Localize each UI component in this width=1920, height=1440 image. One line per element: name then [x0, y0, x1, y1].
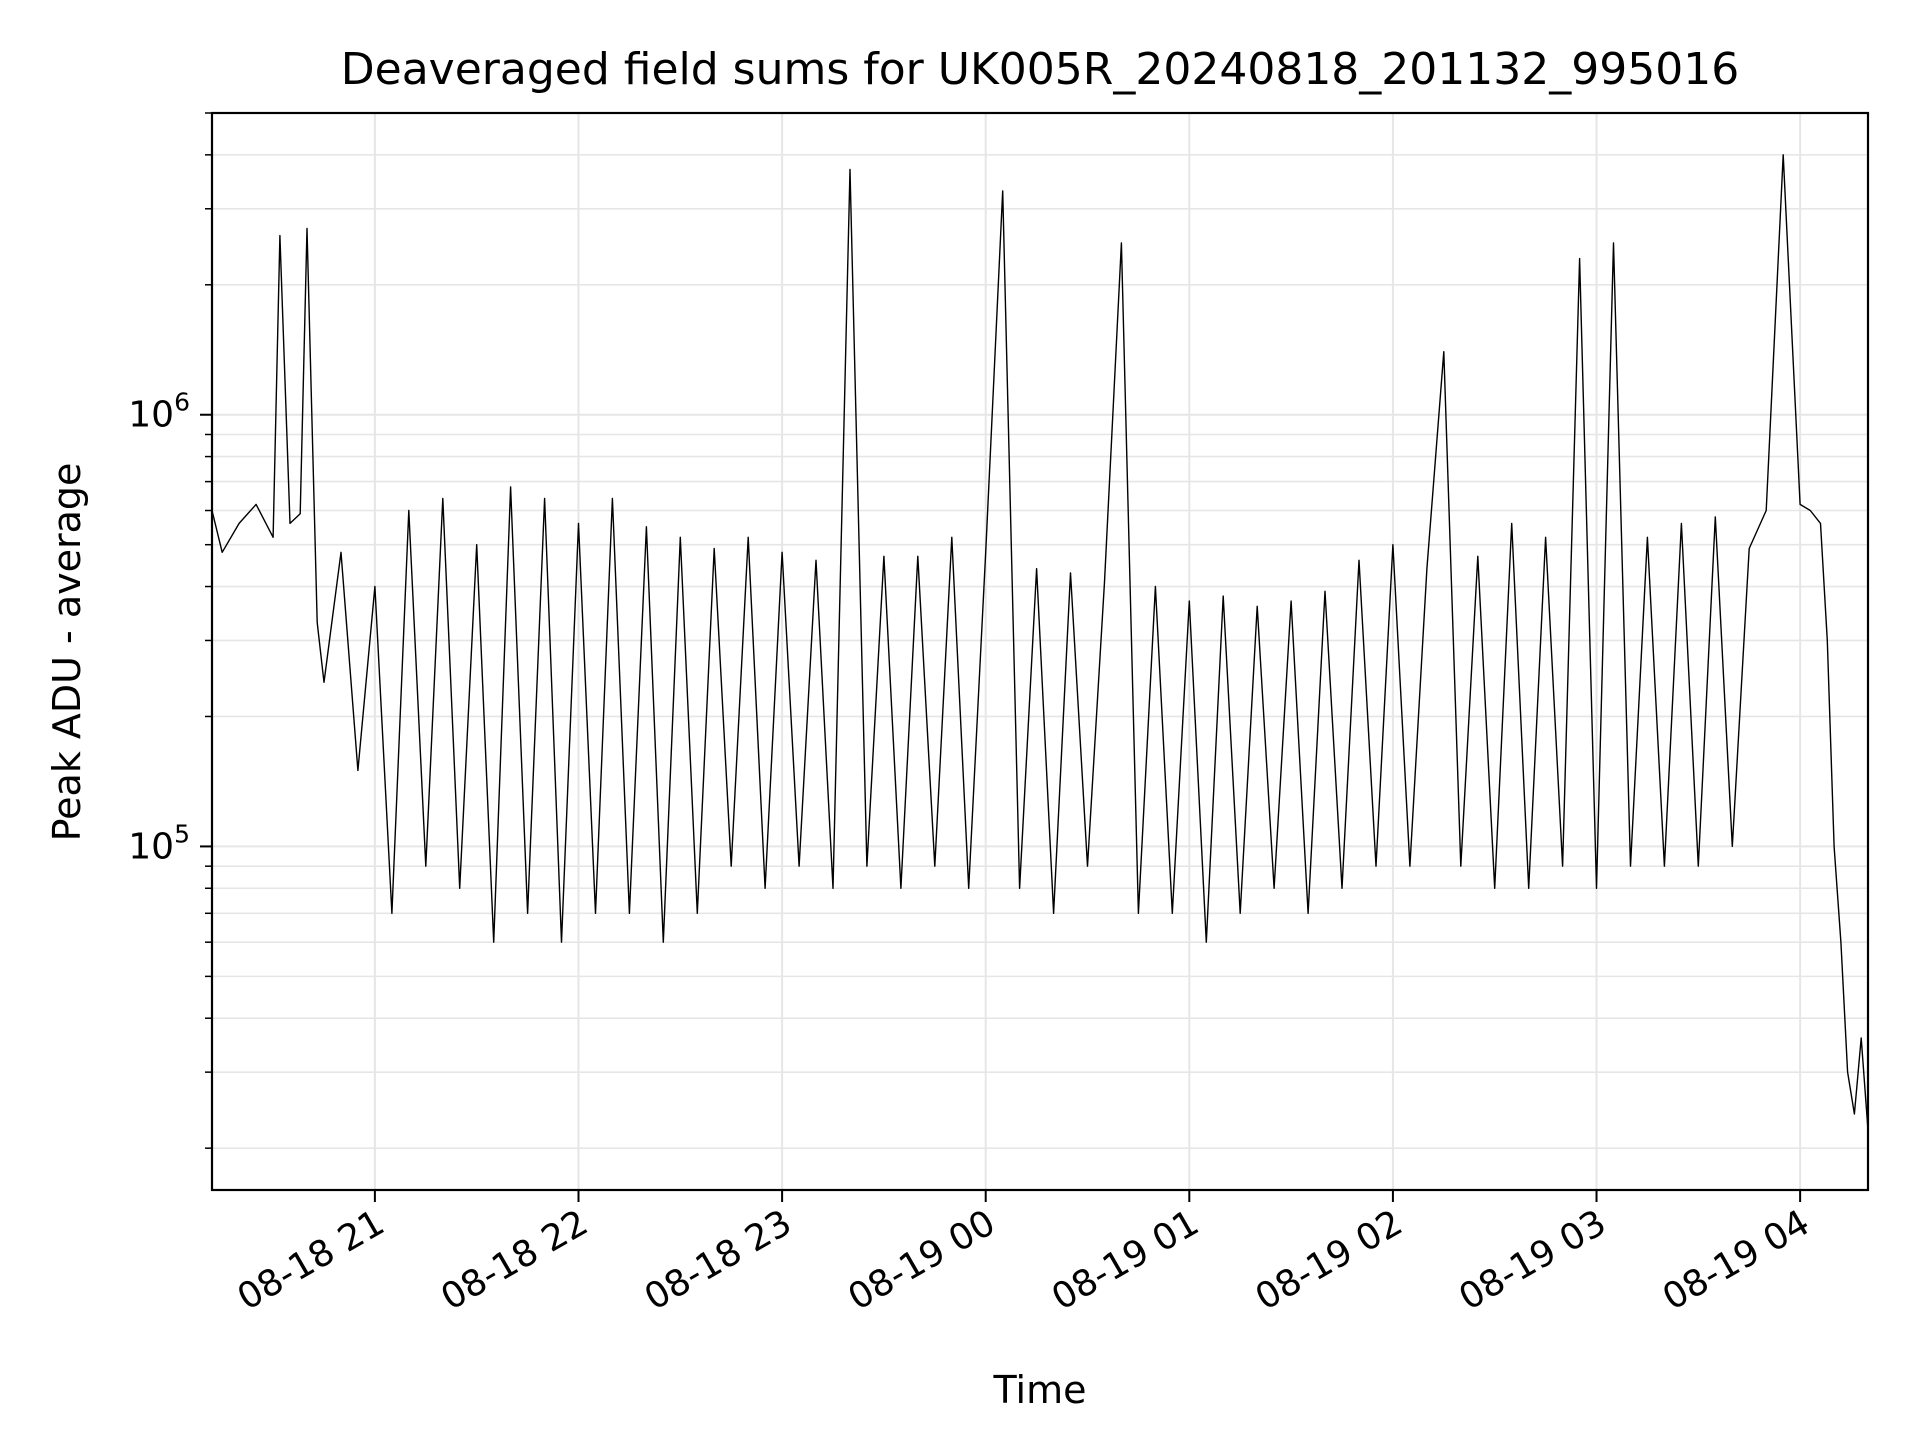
x-axis: 08-18 21 08-18 22 08-18 23 08-19 00 08-19 01… — [231, 1190, 1817, 1319]
plot-frame — [210, 111, 1870, 1192]
y-tick-label: 105 — [128, 819, 190, 867]
grid-lines — [212, 112, 1868, 1190]
x-tick-label: 08-19 04 — [1656, 1202, 1817, 1318]
chart-title: Deaveraged field sums for UK005R_2024081… — [341, 44, 1739, 95]
series-line — [211, 154, 1869, 1131]
x-tick-label: 08-19 02 — [1249, 1202, 1410, 1318]
x-tick-label: 08-19 03 — [1452, 1202, 1613, 1318]
y-axis-label: Peak ADU - average — [45, 463, 89, 842]
y-tick-label: 106 — [128, 388, 190, 436]
y-axis: 105 106 — [128, 112, 212, 1149]
x-tick-label: 08-18 22 — [434, 1202, 595, 1318]
x-tick-label: 08-19 01 — [1045, 1202, 1206, 1318]
x-axis-label: Time — [993, 1368, 1087, 1412]
data-series — [211, 154, 1869, 1131]
x-tick-label: 08-19 00 — [842, 1202, 1003, 1318]
x-tick-label: 08-18 23 — [638, 1202, 799, 1318]
x-tick-label: 08-18 21 — [231, 1202, 392, 1318]
